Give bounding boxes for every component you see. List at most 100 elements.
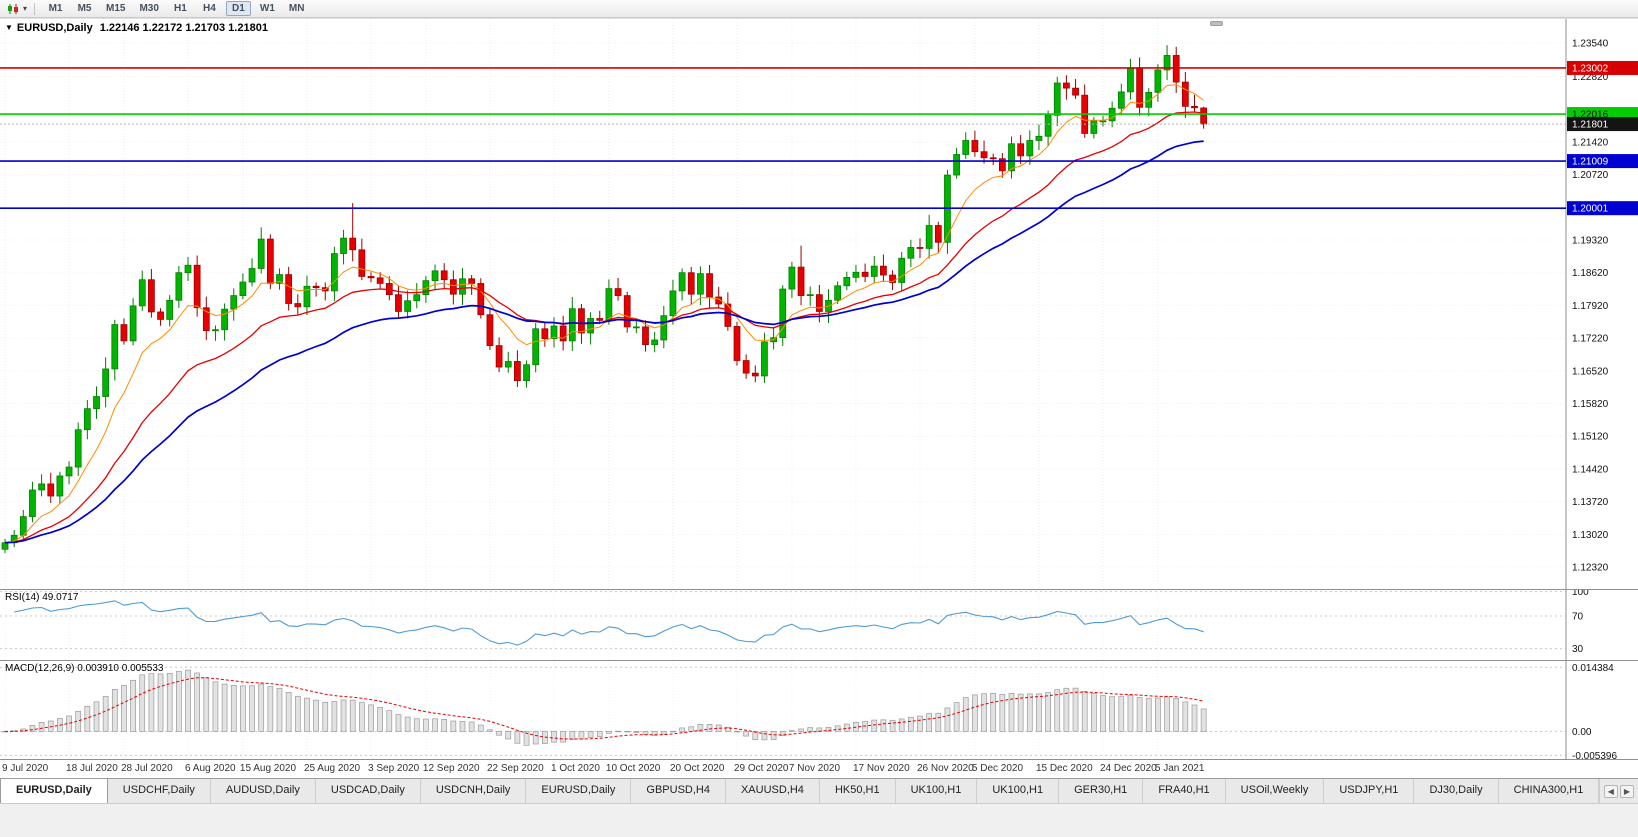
chart-tab-fra40-h1[interactable]: FRA40,H1 <box>1143 779 1226 803</box>
price-axis-label: 1.17220 <box>1572 334 1609 345</box>
rsi-label: RSI(14) 49.0717 <box>5 592 79 603</box>
moving-average-34 <box>4 140 1204 544</box>
chart-tab-hk50-h1[interactable]: HK50,H1 <box>820 779 896 803</box>
timeframe-button-m5[interactable]: M5 <box>77 3 92 14</box>
chart-tab-usdcnh-daily[interactable]: USDCNH,Daily <box>421 779 527 803</box>
date-axis-label: 15 Aug 2020 <box>239 763 297 774</box>
timeframe-button-m1[interactable]: M1 <box>48 3 63 14</box>
price-axis-label: 1.13720 <box>1572 497 1609 508</box>
chart-tab-audusd-daily[interactable]: AUDUSD,Daily <box>211 779 316 803</box>
toolbar-separator <box>34 2 36 15</box>
price-badge-1.20001: 1.20001 <box>1572 204 1609 215</box>
price-axis-label: 1.21420 <box>1572 137 1609 148</box>
chart-tab-bar: EURUSD,Daily USDCHF,Daily AUDUSD,Daily USDC… <box>0 778 1638 803</box>
price-badge-1.21009: 1.21009 <box>1572 157 1609 168</box>
chart-title: ▼ EURUSD,Daily 1.22146 1.22172 1.21703 1.2… <box>5 22 268 34</box>
tab-scroll-controls: ◀ ▶ <box>1598 779 1638 803</box>
price-axis-label: 1.15820 <box>1572 399 1609 410</box>
date-axis-label: 1 Oct 2020 <box>551 763 600 774</box>
chart-tab-dj30-daily[interactable]: DJ30,Daily <box>1414 779 1499 803</box>
macd-signal-line <box>4 677 1204 740</box>
status-bar <box>0 803 1638 837</box>
chart-tab-eurusd-daily[interactable]: EURUSD,Daily <box>526 779 632 803</box>
timeframe-button-h4[interactable]: H4 <box>203 3 216 14</box>
rsi-grid <box>0 590 1566 660</box>
price-chart-panel[interactable]: 1.23540 1.22820 1.21420 1.20720 1.19320 1.186… <box>0 18 1638 589</box>
date-axis-label: 7 Nov 2020 <box>788 763 841 774</box>
date-axis-label: 10 Oct 2020 <box>605 763 661 774</box>
chart-type-dropdown-caret[interactable]: ▾ <box>23 4 28 13</box>
timeframe-button-d1[interactable]: D1 <box>225 1 251 16</box>
date-axis-label: 3 Sep 2020 <box>368 763 420 774</box>
macd-axis-label: 0.014384 <box>1572 663 1614 674</box>
date-axis-label: 20 Oct 2020 <box>669 763 725 774</box>
toolbar: ▾ M1 M5 M15 M30 H1 H4 D1 W1 MN <box>0 0 1638 18</box>
tab-scroll-right-button[interactable]: ▶ <box>1619 784 1634 798</box>
date-axis-label: 6 Aug 2020 <box>185 763 236 774</box>
macd-svg: 0.014384 0.00 -0.005396 <box>0 661 1617 759</box>
price-axis-labels: 1.23540 1.22820 1.21420 1.20720 1.19320 1.186… <box>1572 38 1609 573</box>
price-badge-1.22016: 1.22016 <box>1572 110 1609 121</box>
tab-scroll-left-button[interactable]: ◀ <box>1603 784 1618 798</box>
candlestick-series <box>1 45 1208 554</box>
date-axis-label: 22 Sep 2020 <box>486 763 544 774</box>
date-axis-label: 24 Dec 2020 <box>1100 763 1157 774</box>
macd-axis-label: 0.00 <box>1572 727 1592 738</box>
price-axis-label: 1.15120 <box>1572 432 1609 443</box>
macd-axis-label: -0.005396 <box>1572 751 1617 759</box>
chart-ohlc-values: 1.22146 1.22172 1.21703 1.21801 <box>99 22 268 34</box>
date-axis-label: 9 Jul 2020 <box>2 763 49 774</box>
timeframe-button-m15[interactable]: M15 <box>106 3 126 14</box>
chart-shift-marker[interactable] <box>1210 21 1223 26</box>
timeframe-button-w1[interactable]: W1 <box>259 3 275 14</box>
date-axis-label: 18 Jul 2020 <box>66 763 118 774</box>
one-click-trading-toggle[interactable]: ▼ <box>5 23 13 32</box>
price-axis-label: 1.13020 <box>1572 530 1609 541</box>
date-axis-label: 25 Aug 2020 <box>303 763 361 774</box>
macd-panel[interactable]: 0.014384 0.00 -0.005396 MACD(12,26,9) 0.00… <box>0 660 1638 759</box>
price-badge-1.23002: 1.23002 <box>1572 63 1609 74</box>
price-badge-1.21801: 1.21801 <box>1572 120 1609 131</box>
rsi-line <box>14 600 1204 646</box>
date-axis-label: 29 Oct 2020 <box>734 763 789 774</box>
rsi-panel[interactable]: 100 70 30 RSI(14) 49.0717 <box>0 589 1638 660</box>
chart-tab-ger30-h1[interactable]: GER30,H1 <box>1059 779 1144 803</box>
price-axis-label: 1.20720 <box>1572 170 1609 181</box>
date-axis-label: 15 Dec 2020 <box>1035 763 1093 774</box>
macd-label: MACD(12,26,9) 0.003910 0.005533 <box>5 663 164 674</box>
price-axis-label: 1.23540 <box>1572 38 1609 49</box>
moving-average-20 <box>4 111 1204 544</box>
price-axis-label: 1.17920 <box>1572 301 1609 312</box>
rsi-axis-label: 30 <box>1572 644 1584 655</box>
price-chart-svg: 1.23540 1.22820 1.21420 1.20720 1.19320 1.186… <box>0 19 1638 589</box>
chart-tab-gbpusd-h4[interactable]: GBPUSD,H4 <box>631 779 726 803</box>
candlestick-chart-icon[interactable] <box>6 3 21 15</box>
chart-tab-usdchf-daily[interactable]: USDCHF,Daily <box>108 779 211 803</box>
date-axis-label: 12 Sep 2020 <box>422 763 480 774</box>
timeframe-button-m30[interactable]: M30 <box>139 3 159 14</box>
chart-tab-eurusd-daily[interactable]: EURUSD,Daily <box>0 779 108 803</box>
chart-tab-uk100-h1[interactable]: UK100,H1 <box>977 779 1060 803</box>
price-axis-label: 1.18620 <box>1572 268 1609 279</box>
chart-tab-usdcad-daily[interactable]: USDCAD,Daily <box>316 779 421 803</box>
timeframe-button-mn[interactable]: MN <box>288 3 305 14</box>
date-axis-label: 17 Nov 2020 <box>852 763 910 774</box>
rsi-svg: 100 70 30 <box>0 590 1589 660</box>
chart-tabs: EURUSD,Daily USDCHF,Daily AUDUSD,Daily USDC… <box>0 779 1599 803</box>
chart-tab-uk100-h1[interactable]: UK100,H1 <box>896 779 978 803</box>
date-axis-label: 5 Jan 2021 <box>1154 763 1205 774</box>
chart-tab-usdjpy-h1[interactable]: USDJPY,H1 <box>1324 779 1415 803</box>
chart-tab-china300-h1[interactable]: CHINA300,H1 <box>1499 779 1599 803</box>
chart-type-group: ▾ <box>4 3 29 15</box>
price-axis-label: 1.19320 <box>1572 235 1609 246</box>
timeframe-button-h1[interactable]: H1 <box>174 3 187 14</box>
price-axis-label: 1.22820 <box>1572 72 1609 83</box>
moving-average-lines <box>4 84 1204 544</box>
chart-tab-usoil-weekly[interactable]: USOil,Weekly <box>1226 779 1325 803</box>
macd-histogram <box>2 669 1207 746</box>
price-axis-label: 1.16520 <box>1572 366 1609 377</box>
rsi-axis-label: 70 <box>1572 612 1584 623</box>
chart-tab-xauusd-h4[interactable]: XAUUSD,H4 <box>726 779 820 803</box>
